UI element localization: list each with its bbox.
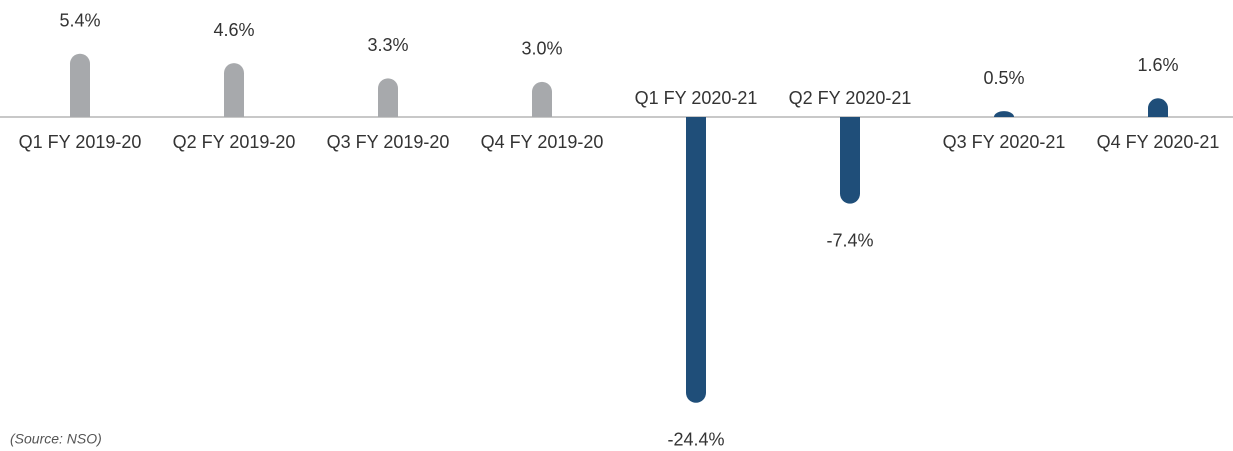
value-label: 3.3% <box>367 35 408 55</box>
category-label: Q1 FY 2020-21 <box>635 88 758 108</box>
bar <box>224 63 244 117</box>
category-label: Q2 FY 2019-20 <box>173 132 296 152</box>
category-label: Q3 FY 2020-21 <box>943 132 1066 152</box>
value-label: 4.6% <box>213 20 254 40</box>
category-label: Q2 FY 2020-21 <box>789 88 912 108</box>
bar <box>840 117 860 204</box>
value-label: 0.5% <box>983 68 1024 88</box>
bar <box>532 81 552 117</box>
category-label: Q4 FY 2019-20 <box>481 132 604 152</box>
value-label: -7.4% <box>826 230 873 250</box>
value-label: 3.0% <box>521 39 562 59</box>
source-note: (Source: NSO) <box>10 431 102 447</box>
category-label: Q4 FY 2020-21 <box>1097 132 1220 152</box>
bar <box>70 53 90 117</box>
value-label: -24.4% <box>667 430 724 450</box>
bar <box>378 78 398 117</box>
value-label: 1.6% <box>1137 55 1178 75</box>
bar <box>1148 98 1168 117</box>
bar <box>994 111 1014 117</box>
value-label: 5.4% <box>59 11 100 31</box>
category-label: Q1 FY 2019-20 <box>19 132 142 152</box>
category-label: Q3 FY 2019-20 <box>327 132 450 152</box>
bar <box>686 117 706 403</box>
